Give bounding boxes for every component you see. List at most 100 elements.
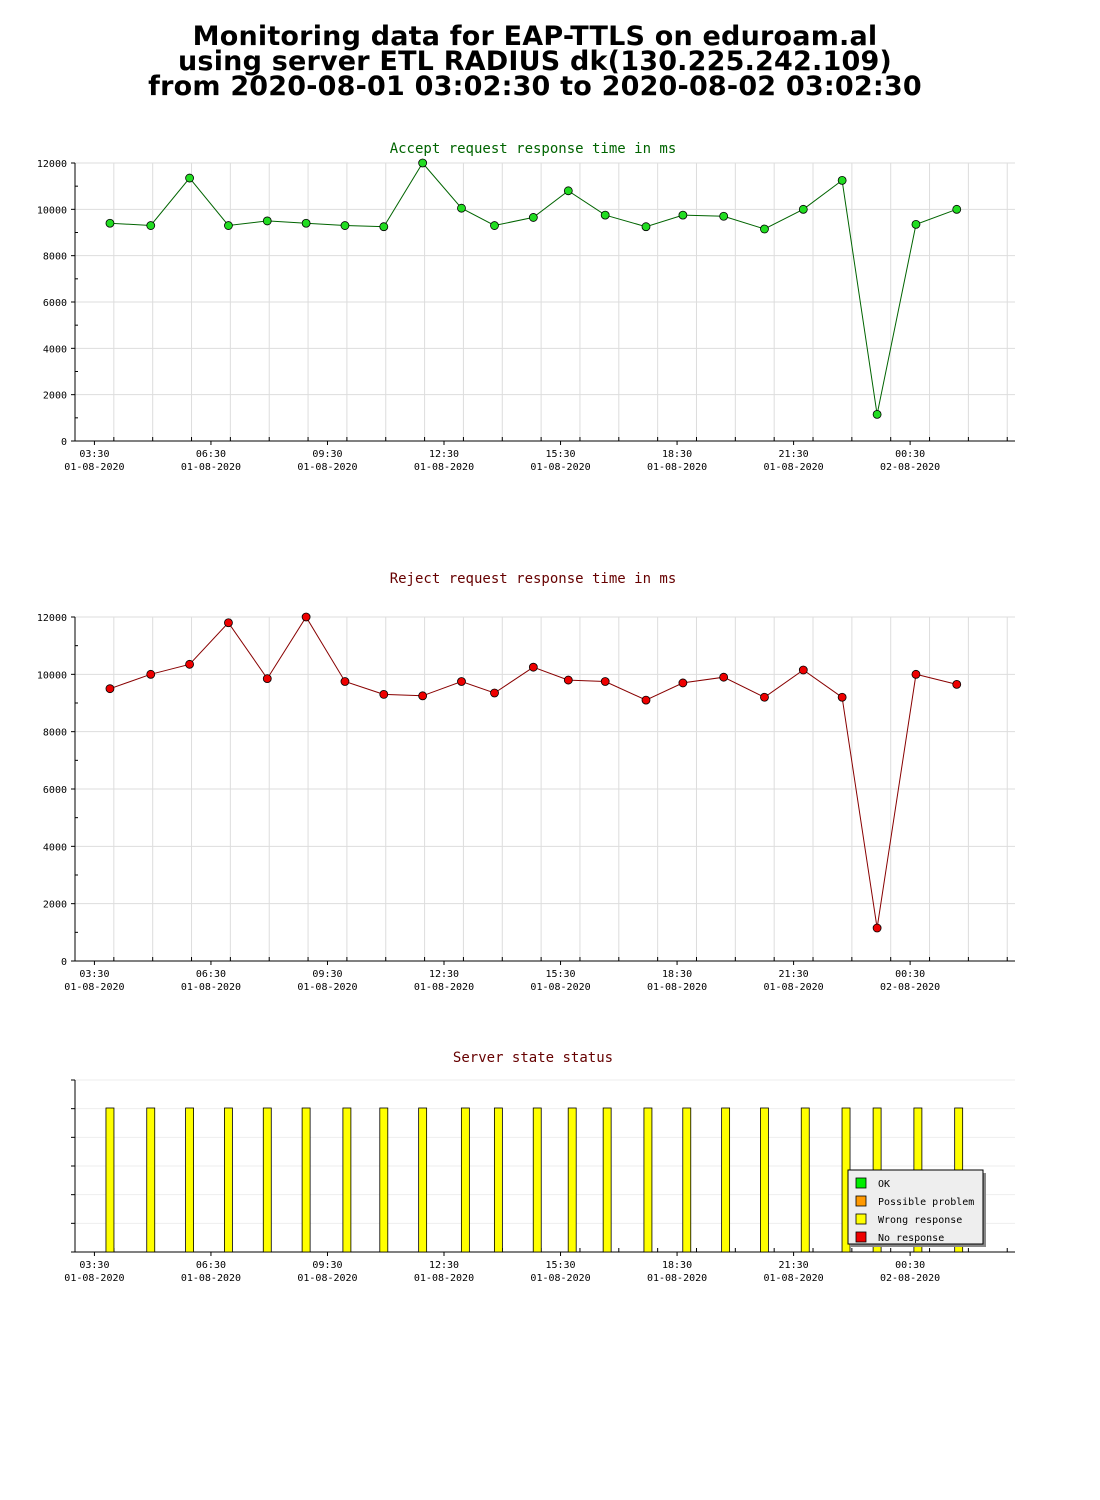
legend-label: Wrong response (878, 1215, 962, 1226)
chart-title: Server state status (453, 1050, 613, 1066)
status-bar (682, 1107, 692, 1253)
status-bar (460, 1107, 470, 1253)
x-tick-date-label: 01-08-2020 (647, 462, 707, 473)
x-tick-date-label: 02-08-2020 (880, 1273, 940, 1284)
data-point (872, 923, 882, 933)
status-bar (301, 1107, 311, 1253)
y-tick-label: 10000 (37, 205, 67, 216)
data-point (563, 186, 573, 196)
data-point (760, 224, 769, 234)
data-point (185, 659, 194, 669)
y-tick-label: 0 (61, 957, 67, 968)
x-tick-date-label: 01-08-2020 (647, 982, 707, 993)
title-line-1: Monitoring data for EAP-TTLS on eduroam.… (192, 21, 878, 52)
x-tick-time-label: 18:30 (662, 969, 692, 980)
x-tick-time-label: 15:30 (545, 1260, 575, 1271)
x-tick-date-label: 01-08-2020 (763, 982, 823, 993)
y-tick-label: 10000 (37, 670, 67, 681)
x-tick-time-label: 21:30 (779, 449, 809, 460)
x-tick-time-label: 18:30 (662, 1260, 692, 1271)
x-tick-time-label: 09:30 (312, 449, 342, 460)
x-tick-time-label: 12:30 (429, 449, 459, 460)
x-tick-time-label: 15:30 (545, 969, 575, 980)
x-tick-time-label: 09:30 (312, 1260, 342, 1271)
data-point (952, 679, 962, 689)
y-tick-label: 6000 (43, 298, 67, 309)
x-tick-time-label: 06:30 (196, 449, 226, 460)
data-point (528, 213, 538, 222)
status-bar (379, 1107, 389, 1253)
x-tick-date-label: 01-08-2020 (181, 982, 241, 993)
data-point (952, 204, 962, 214)
y-tick-label: 8000 (43, 252, 67, 263)
x-tick-date-label: 01-08-2020 (64, 462, 124, 473)
series-line (109, 162, 957, 415)
data-point (600, 210, 610, 220)
legend-label: OK (878, 1179, 890, 1190)
data-point (105, 684, 115, 694)
x-tick-date-label: 01-08-2020 (530, 1273, 590, 1284)
data-point (301, 218, 311, 228)
y-tick-label: 4000 (43, 842, 67, 853)
data-point (224, 618, 233, 628)
data-point (457, 677, 466, 686)
legend-swatch (855, 1177, 867, 1189)
data-point (600, 677, 610, 686)
data-point (798, 665, 808, 675)
data-point (678, 210, 688, 220)
server-state-status-chart: Server state status 03:30 01-08-2020 06:30 0… (64, 1050, 1015, 1284)
x-tick-date-label: 02-08-2020 (880, 462, 940, 473)
x-tick-date-label: 01-08-2020 (297, 462, 357, 473)
status-bar (643, 1107, 653, 1253)
data-point (528, 662, 538, 672)
status-bar (146, 1107, 156, 1253)
legend-swatch (855, 1195, 867, 1207)
x-tick-date-label: 01-08-2020 (64, 982, 124, 993)
y-tick-label: 8000 (43, 728, 67, 739)
x-tick-time-label: 21:30 (779, 1260, 809, 1271)
x-tick-time-label: 12:30 (429, 1260, 459, 1271)
y-tick-label: 12000 (37, 613, 67, 624)
title-line-3: from 2020-08-01 03:02:30 to 2020-08-02 0… (148, 71, 922, 102)
chart-title: Reject request response time in ms (390, 571, 677, 587)
data-point (641, 695, 651, 705)
data-point (301, 612, 311, 622)
data-point (911, 219, 921, 229)
x-tick-date-label: 01-08-2020 (297, 1273, 357, 1284)
status-bar (532, 1107, 542, 1253)
x-tick-time-label: 00:30 (895, 969, 925, 980)
x-tick-time-label: 15:30 (545, 449, 575, 460)
status-bar (185, 1107, 194, 1253)
data-point (641, 222, 651, 232)
legend-box (847, 1169, 984, 1245)
x-tick-date-label: 01-08-2020 (181, 462, 241, 473)
data-point (837, 692, 847, 702)
x-tick-date-label: 01-08-2020 (763, 462, 823, 473)
data-point (379, 222, 389, 232)
data-point (760, 692, 769, 702)
data-point (340, 221, 350, 230)
reject-response-time-chart: Reject request response time in ms 0 2000 4… (37, 571, 1015, 993)
x-tick-time-label: 06:30 (196, 1260, 226, 1271)
y-tick-label: 6000 (43, 785, 67, 796)
x-tick-time-label: 21:30 (779, 969, 809, 980)
x-tick-time-label: 09:30 (312, 969, 342, 980)
y-tick-label: 12000 (37, 159, 67, 170)
x-tick-date-label: 01-08-2020 (647, 1273, 707, 1284)
page-title: Monitoring data for EAP-TTLS on eduroam.… (0, 21, 1070, 102)
x-tick-time-label: 06:30 (196, 969, 226, 980)
status-bar (567, 1107, 577, 1253)
x-tick-time-label: 00:30 (895, 1260, 925, 1271)
x-tick-date-label: 01-08-2020 (181, 1273, 241, 1284)
chart-title: Accept request response time in ms (390, 141, 677, 157)
x-tick-time-label: 00:30 (895, 449, 925, 460)
data-point (457, 203, 466, 213)
data-point (872, 409, 882, 419)
status-bar (493, 1107, 503, 1253)
y-tick-label: 4000 (43, 344, 67, 355)
x-tick-date-label: 02-08-2020 (880, 982, 940, 993)
x-tick-time-label: 03:30 (79, 969, 109, 980)
accept-response-time-chart: Accept request response time in ms 0 2000 4… (37, 141, 1015, 473)
x-tick-time-label: 18:30 (662, 449, 692, 460)
data-point (418, 691, 428, 701)
